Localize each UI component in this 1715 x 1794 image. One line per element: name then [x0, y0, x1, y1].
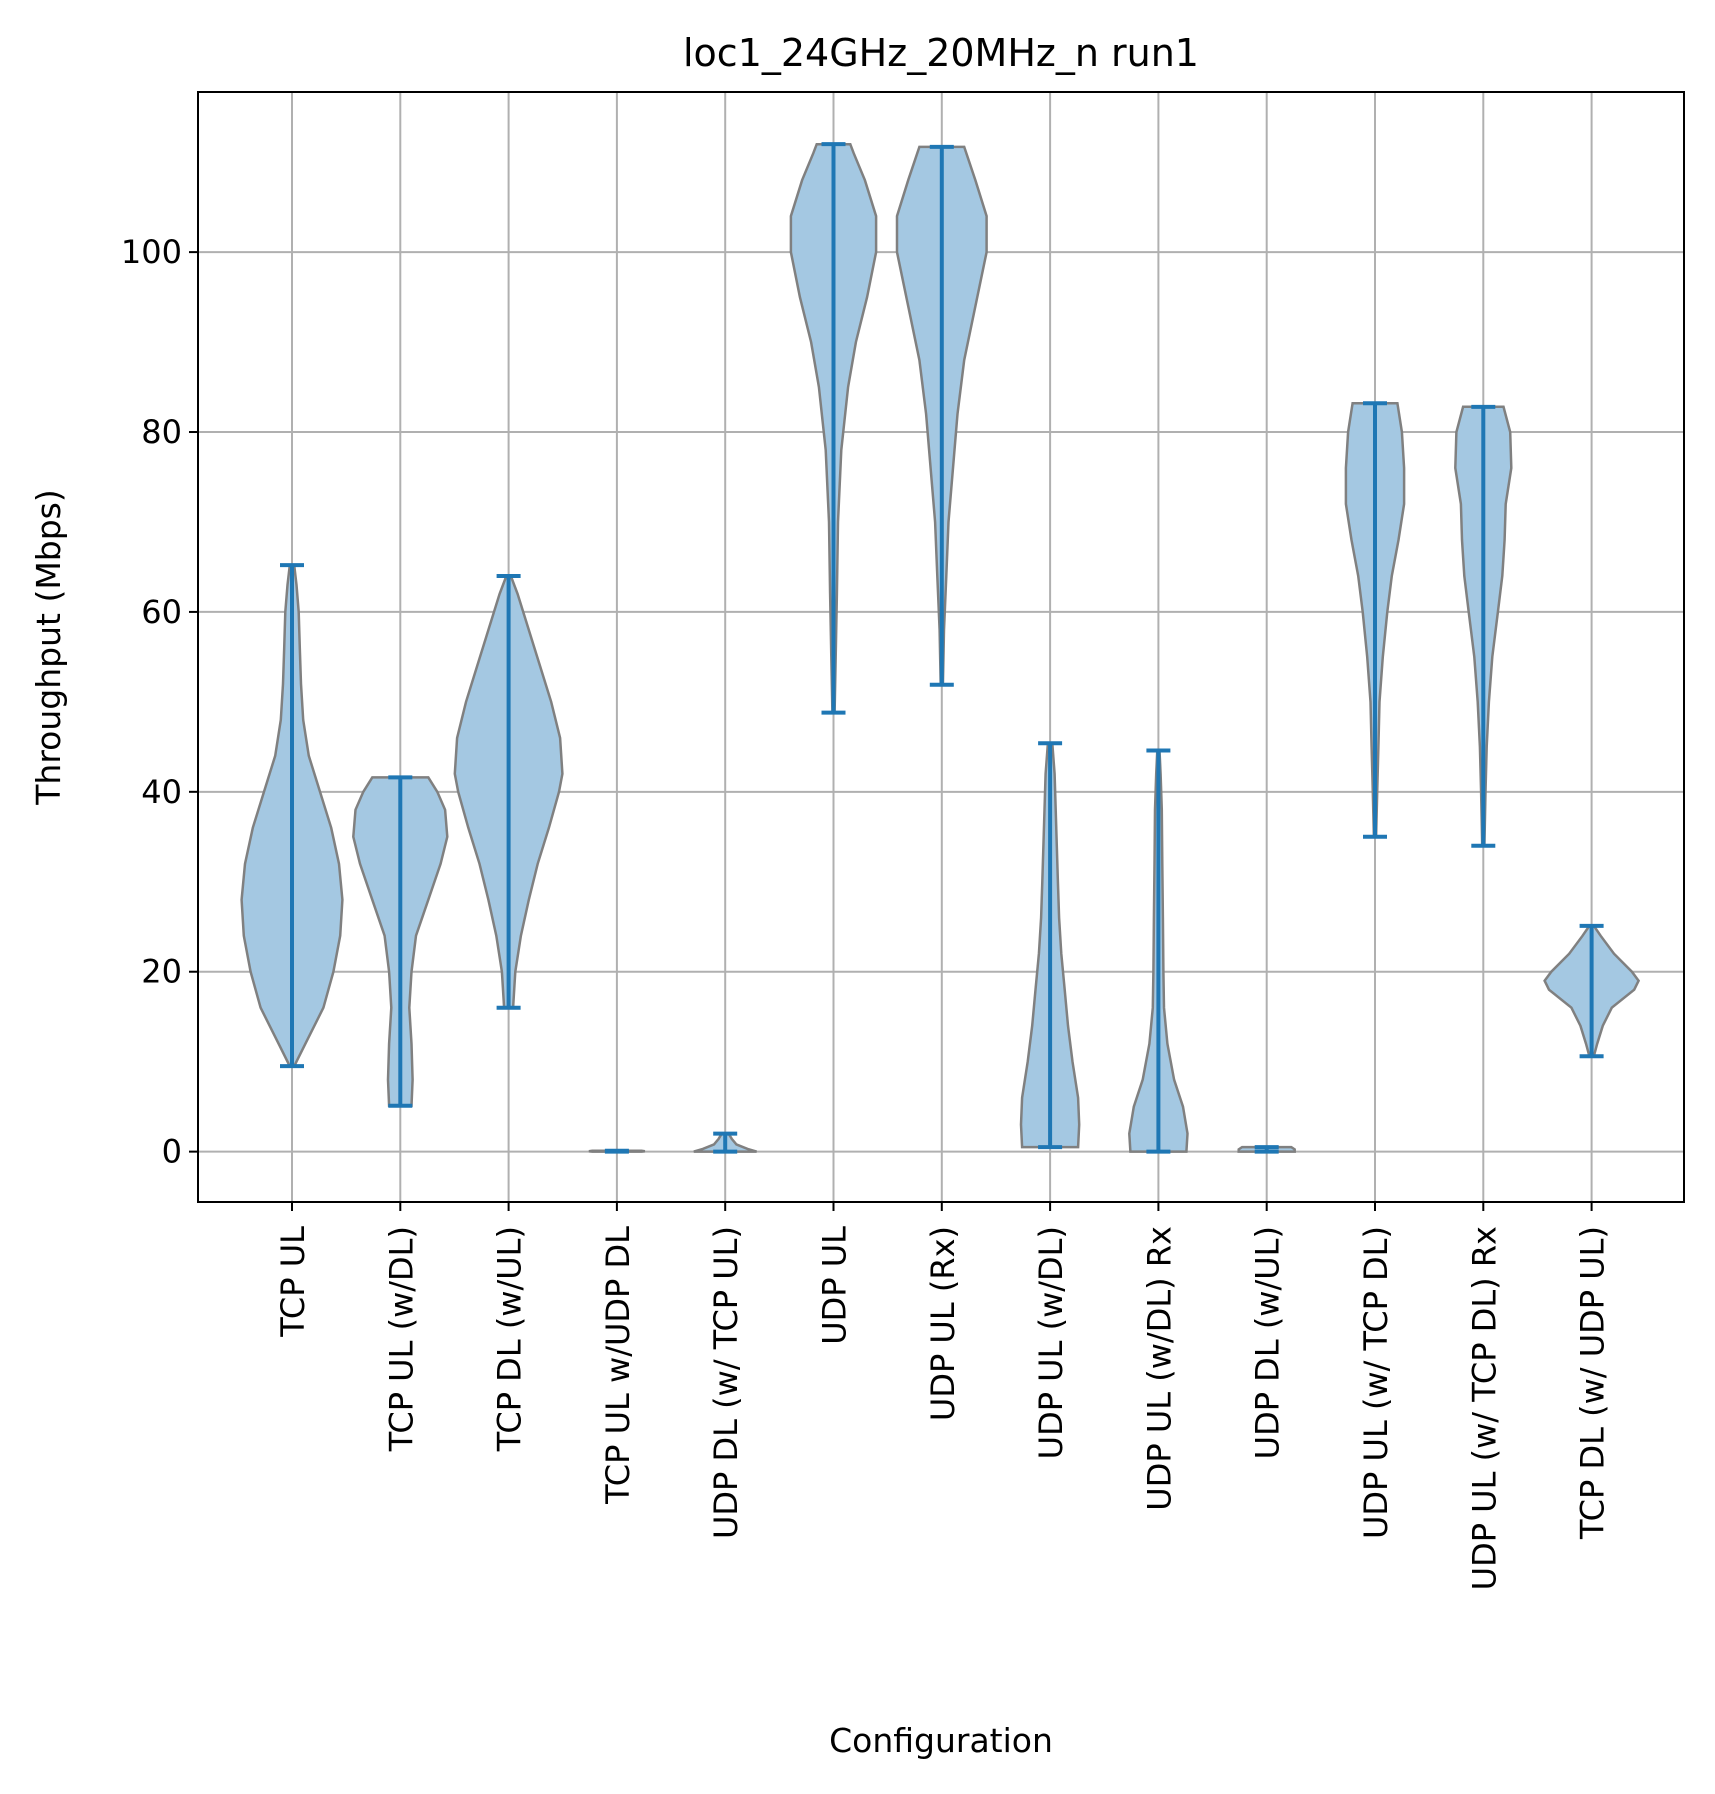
x-tick-label: TCP DL (w/UL) [491, 1226, 529, 1452]
violins [240, 142, 1641, 1154]
chart-title: loc1_24GHz_20MHz_n run1 [683, 31, 1199, 75]
x-tick-label: UDP UL (w/ TCP DL) Rx [1465, 1226, 1503, 1590]
x-tick-label: UDP UL (Rx) [924, 1226, 962, 1421]
x-tick-label: TCP UL (w/DL) [382, 1226, 420, 1452]
y-tick-label: 60 [141, 593, 182, 631]
y-tick-label: 40 [141, 773, 182, 811]
x-tick-label: UDP UL [816, 1226, 854, 1345]
y-tick-label: 80 [141, 413, 182, 451]
x-axis-label: Configuration [829, 1721, 1053, 1760]
x-tick-label: UDP DL (w/UL) [1249, 1226, 1287, 1459]
y-tick-label: 100 [121, 233, 182, 271]
x-tick-label: TCP UL w/UDP DL [599, 1226, 637, 1505]
y-tick-label: 0 [162, 1133, 182, 1171]
x-tick-label: UDP UL (w/DL) [1032, 1226, 1070, 1459]
x-tick-label: UDP UL (w/ TCP DL) [1357, 1226, 1395, 1539]
y-axis-ticks: 0 20 40 60 80 100 [121, 233, 198, 1171]
x-tick-label: UDP UL (w/DL) Rx [1140, 1226, 1178, 1511]
x-axis-ticks: TCP UL TCP UL (w/DL) TCP DL (w/UL) TCP UL w… [274, 1202, 1612, 1590]
x-tick-label: TCP UL [274, 1226, 312, 1338]
y-axis-label: Throughput (Mbps) [29, 489, 68, 805]
x-tick-label: UDP DL (w/ TCP UL) [707, 1226, 745, 1539]
x-tick-label: TCP DL (w/ UDP UL) [1574, 1226, 1612, 1540]
y-tick-label: 20 [141, 953, 182, 991]
